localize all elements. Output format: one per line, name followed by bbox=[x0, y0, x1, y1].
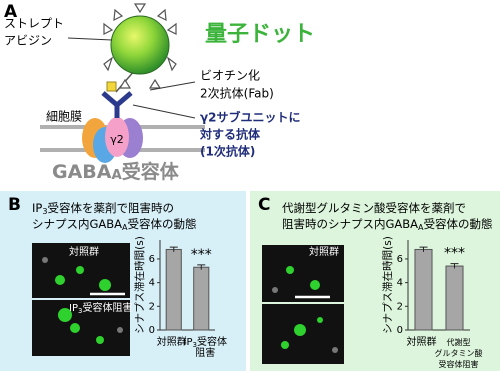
receptor-label-part: 受容体 bbox=[122, 160, 180, 183]
image-label-sub: 3 bbox=[78, 307, 82, 315]
significance: *** bbox=[444, 246, 465, 262]
image-label: 対照群 bbox=[309, 245, 339, 258]
error-bar bbox=[169, 246, 178, 252]
image-label-part: 対照群 bbox=[309, 245, 339, 258]
primary-antibody-label: 対する抗体 bbox=[199, 127, 261, 142]
significance: *** bbox=[191, 247, 212, 263]
streptavidin-label: ストレプト bbox=[4, 17, 64, 31]
x-tick-label: 阻害 bbox=[195, 346, 215, 359]
panel-label: B bbox=[8, 195, 21, 215]
y-tick-label: 6 bbox=[149, 254, 155, 265]
y-axis-label: シナプス滞在時間(s) bbox=[382, 236, 394, 334]
subunit-label: γ2 bbox=[110, 133, 124, 146]
y-tick-label: 4 bbox=[149, 278, 155, 289]
primary-antibody-label: (1次抗体) bbox=[200, 144, 255, 159]
panel-title-part: 受容体の動態 bbox=[128, 217, 197, 231]
panel-label: C bbox=[258, 195, 270, 215]
panel-title-part: 受容体の動態 bbox=[424, 217, 493, 231]
primary-antibody-label: γ2サブユニットに bbox=[200, 110, 301, 125]
panel-title-sub: A bbox=[418, 223, 424, 232]
quantum-dot-label: 量子ドット bbox=[205, 22, 315, 47]
receptor-label-sub: A bbox=[112, 168, 123, 183]
x-tick-label-part: 受容体阻害 bbox=[439, 359, 479, 369]
image-label: IP3受容体阻害 bbox=[69, 301, 132, 315]
bar bbox=[414, 248, 433, 331]
x-tick-label: 代謝型 bbox=[447, 337, 471, 347]
x-tick-label-part: IP bbox=[184, 337, 193, 348]
panel-title-part: シナプス内GABA bbox=[32, 217, 122, 231]
panel-title-part: IP bbox=[32, 201, 42, 215]
biotin bbox=[106, 81, 117, 92]
panel-title: 代謝型グルタミン酸受容体を薬剤で bbox=[282, 201, 466, 215]
panel-title: シナプス内GABAA受容体の動態 bbox=[32, 217, 197, 232]
panel-title: IP3受容体を薬剤で阻害時の bbox=[32, 201, 174, 216]
receptor-label: GABAA受容体 bbox=[52, 160, 180, 184]
secondary-antibody-label: ビオチン化 bbox=[200, 69, 260, 83]
y-tick-label: 0 bbox=[149, 325, 155, 336]
x-tick-label-part: グルタミン酸 bbox=[435, 348, 483, 358]
image-label: 対照群 bbox=[69, 245, 99, 258]
x-tick-label: 受容体阻害 bbox=[439, 359, 479, 369]
panel-title-sub: A bbox=[122, 223, 128, 232]
bar bbox=[165, 248, 182, 331]
x-tick-label-sub: 3 bbox=[193, 341, 197, 349]
panel-title: 阻害時のシナプス内GABAA受容体の動態 bbox=[282, 217, 493, 232]
streptavidin-label: アビジン bbox=[4, 34, 52, 48]
y-tick-label: 2 bbox=[149, 301, 155, 312]
x-tick-label: 対照群 bbox=[157, 335, 187, 348]
x-tick-label-part: 対照群 bbox=[407, 335, 437, 348]
receptor-label-part: GABA bbox=[52, 161, 112, 183]
y-tick-label: 0 bbox=[397, 325, 403, 336]
image-label-part: IP bbox=[69, 303, 78, 314]
x-tick-label: 対照群 bbox=[407, 335, 437, 348]
panel-title-part: 受容体を薬剤で阻害時の bbox=[47, 201, 174, 215]
error-bar bbox=[197, 264, 206, 270]
y-tick-label: 6 bbox=[397, 254, 403, 265]
leader-lines bbox=[67, 37, 196, 119]
y-tick-label: 4 bbox=[397, 278, 403, 289]
panel-title-sub: 3 bbox=[42, 207, 47, 216]
receptor-icon bbox=[82, 117, 143, 163]
image-label-part: 受容体阻害 bbox=[82, 301, 132, 314]
error-bar bbox=[419, 246, 428, 252]
x-tick-label-part: 対照群 bbox=[157, 335, 187, 348]
error-bar bbox=[450, 263, 459, 269]
x-tick-label-part: 代謝型 bbox=[447, 337, 471, 347]
x-tick-label: グルタミン酸 bbox=[435, 348, 483, 358]
panel-title-part: 代謝型グルタミン酸受容体を薬剤で bbox=[282, 201, 466, 215]
membrane-label: 細胞膜 bbox=[46, 110, 82, 124]
x-tick-label-part: 受容体 bbox=[197, 335, 227, 348]
secondary-antibody-label: 2次抗体(Fab) bbox=[200, 86, 274, 101]
panel-title-part: 阻害時のシナプス内GABA bbox=[282, 217, 418, 231]
quantum-dot bbox=[110, 15, 170, 75]
streptavidin-icons bbox=[103, 3, 177, 89]
bar bbox=[445, 265, 464, 331]
antibody bbox=[101, 91, 133, 118]
panel-label: A bbox=[4, 2, 18, 22]
y-axis-label: シナプス滞在時間(s) bbox=[134, 236, 146, 334]
micrographs bbox=[32, 243, 344, 364]
x-tick-label-part: 阻害 bbox=[195, 346, 215, 359]
x-tick-label: IP3受容体 bbox=[184, 335, 227, 349]
image-label-part: 対照群 bbox=[69, 245, 99, 258]
y-tick-label: 2 bbox=[397, 301, 403, 312]
bar bbox=[193, 266, 210, 331]
